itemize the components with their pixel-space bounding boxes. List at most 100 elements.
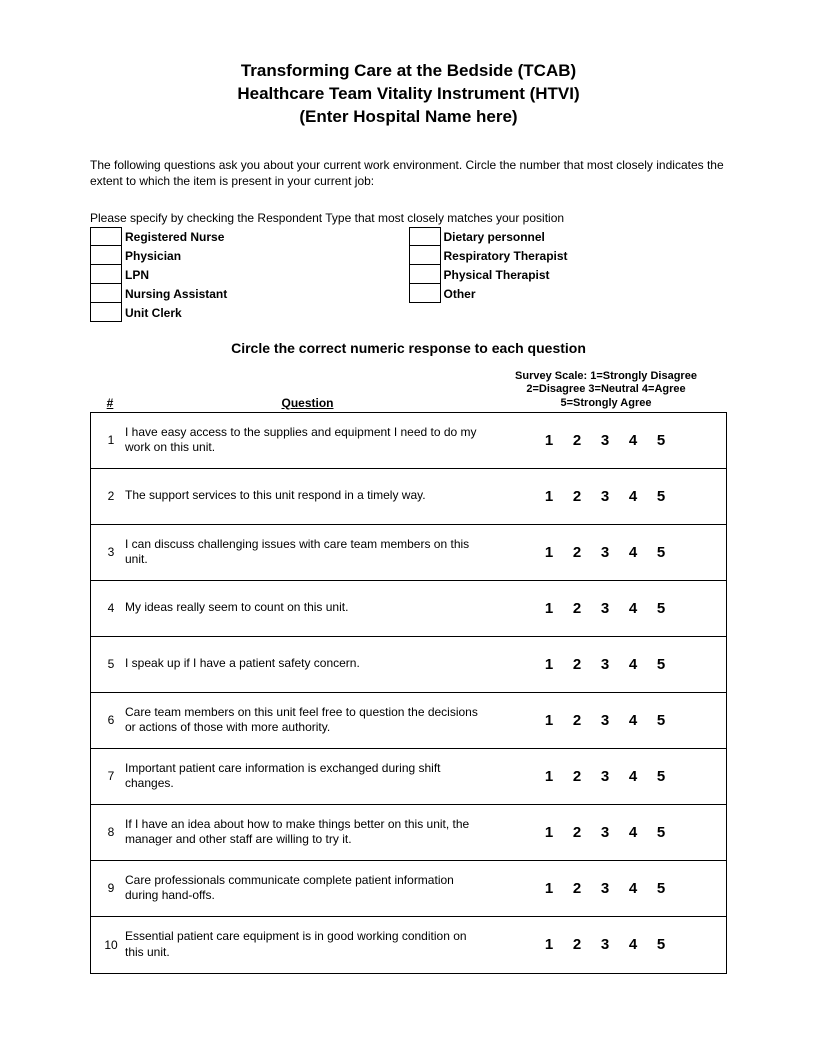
scale-option[interactable]: 1 <box>542 544 556 561</box>
question-text: Important patient care information is ex… <box>125 761 490 792</box>
question-row: 4My ideas really seem to count on this u… <box>91 581 726 637</box>
circle-instruction: Circle the correct numeric response to e… <box>90 340 727 356</box>
question-number: 3 <box>97 545 125 559</box>
scale-option[interactable]: 4 <box>626 768 640 785</box>
question-number: 2 <box>97 489 125 503</box>
question-text: I speak up if I have a patient safety co… <box>125 656 490 672</box>
scale-option[interactable]: 3 <box>598 880 612 897</box>
scale-option[interactable]: 2 <box>570 712 584 729</box>
question-scale: 12345 <box>490 600 720 617</box>
scale-option[interactable]: 5 <box>654 544 668 561</box>
scale-option[interactable]: 2 <box>570 600 584 617</box>
scale-option[interactable]: 3 <box>598 936 612 953</box>
scale-option[interactable]: 5 <box>654 936 668 953</box>
respondent-row: LPN <box>90 265 409 284</box>
scale-option[interactable]: 2 <box>570 880 584 897</box>
scale-option[interactable]: 4 <box>626 656 640 673</box>
question-row: 5 I speak up if I have a patient safety c… <box>91 637 726 693</box>
respondent-label: Physical Therapist <box>444 268 550 282</box>
scale-option[interactable]: 3 <box>598 824 612 841</box>
respondent-label: Respiratory Therapist <box>444 249 568 263</box>
respondent-checkbox[interactable] <box>409 246 441 265</box>
table-header-row: # Question Survey Scale: 1=Strongly Disa… <box>90 370 727 412</box>
question-number: 6 <box>97 713 125 727</box>
scale-option[interactable]: 1 <box>542 936 556 953</box>
scale-option[interactable]: 1 <box>542 656 556 673</box>
scale-option[interactable]: 3 <box>598 768 612 785</box>
scale-option[interactable]: 4 <box>626 824 640 841</box>
question-text: I have easy access to the supplies and e… <box>125 425 490 456</box>
scale-option[interactable]: 3 <box>598 432 612 449</box>
scale-option[interactable]: 3 <box>598 656 612 673</box>
scale-option[interactable]: 1 <box>542 712 556 729</box>
title-line-3: (Enter Hospital Name here) <box>90 106 727 129</box>
respondent-checkbox[interactable] <box>409 265 441 284</box>
scale-option[interactable]: 3 <box>598 488 612 505</box>
scale-option[interactable]: 2 <box>570 488 584 505</box>
question-scale: 12345 <box>490 432 720 449</box>
respondent-checkbox[interactable] <box>90 265 122 284</box>
respondent-label: Nursing Assistant <box>125 287 227 301</box>
scale-option[interactable]: 3 <box>598 600 612 617</box>
scale-option[interactable]: 5 <box>654 824 668 841</box>
scale-option[interactable]: 5 <box>654 712 668 729</box>
question-row: 9Care professionals communicate complete… <box>91 861 726 917</box>
question-row: 1 I have easy access to the supplies and … <box>91 413 726 469</box>
scale-option[interactable]: 4 <box>626 712 640 729</box>
question-scale: 12345 <box>490 544 720 561</box>
respondent-checkbox[interactable] <box>90 284 122 303</box>
respondent-checkbox[interactable] <box>409 227 441 246</box>
respondent-col-2: Dietary personnelRespiratory TherapistPh… <box>409 227 728 322</box>
respondent-row: Registered Nurse <box>90 227 409 246</box>
scale-option[interactable]: 4 <box>626 544 640 561</box>
scale-option[interactable]: 4 <box>626 600 640 617</box>
scale-option[interactable]: 4 <box>626 936 640 953</box>
scale-option[interactable]: 4 <box>626 488 640 505</box>
question-scale: 12345 <box>490 880 720 897</box>
scale-option[interactable]: 1 <box>542 768 556 785</box>
question-scale: 12345 <box>490 712 720 729</box>
respondent-checkbox[interactable] <box>90 303 122 322</box>
scale-option[interactable]: 1 <box>542 824 556 841</box>
respondent-instruction: Please specify by checking the Responden… <box>90 211 727 225</box>
scale-option[interactable]: 5 <box>654 488 668 505</box>
respondent-checkbox[interactable] <box>90 246 122 265</box>
respondent-checkbox[interactable] <box>409 284 441 303</box>
scale-option[interactable]: 2 <box>570 432 584 449</box>
scale-option[interactable]: 5 <box>654 600 668 617</box>
respondent-type-section: Registered NursePhysicianLPN Nursing Assi… <box>90 227 727 322</box>
scale-option[interactable]: 2 <box>570 768 584 785</box>
scale-legend-line-2: 2=Disagree 3=Neutral 4=Agree <box>491 383 721 396</box>
question-scale: 12345 <box>490 488 720 505</box>
scale-option[interactable]: 3 <box>598 544 612 561</box>
scale-option[interactable]: 2 <box>570 544 584 561</box>
question-scale: 12345 <box>490 936 720 953</box>
question-row: 3I can discuss challenging issues with c… <box>91 525 726 581</box>
scale-option[interactable]: 1 <box>542 488 556 505</box>
question-number: 7 <box>97 769 125 783</box>
scale-option[interactable]: 2 <box>570 656 584 673</box>
respondent-row: Physician <box>90 246 409 265</box>
scale-option[interactable]: 1 <box>542 600 556 617</box>
question-text: The support services to this unit respon… <box>125 488 490 504</box>
question-text: Essential patient care equipment is in g… <box>125 929 490 960</box>
respondent-row: Nursing Assistant <box>90 284 409 303</box>
scale-option[interactable]: 5 <box>654 880 668 897</box>
scale-option[interactable]: 2 <box>570 824 584 841</box>
scale-option[interactable]: 5 <box>654 432 668 449</box>
scale-option[interactable]: 1 <box>542 880 556 897</box>
scale-option[interactable]: 3 <box>598 712 612 729</box>
scale-option[interactable]: 2 <box>570 936 584 953</box>
question-number: 8 <box>97 825 125 839</box>
scale-option[interactable]: 1 <box>542 432 556 449</box>
title-line-2: Healthcare Team Vitality Instrument (HTV… <box>90 83 727 106</box>
respondent-row: Respiratory Therapist <box>409 246 728 265</box>
respondent-checkbox[interactable] <box>90 227 122 246</box>
scale-option[interactable]: 5 <box>654 656 668 673</box>
scale-option[interactable]: 4 <box>626 880 640 897</box>
scale-option[interactable]: 5 <box>654 768 668 785</box>
header-scale: Survey Scale: 1=Strongly Disagree 2=Disa… <box>491 370 721 410</box>
scale-legend-line-1: Survey Scale: 1=Strongly Disagree <box>491 370 721 383</box>
question-text: Care professionals communicate complete … <box>125 873 490 904</box>
scale-option[interactable]: 4 <box>626 432 640 449</box>
